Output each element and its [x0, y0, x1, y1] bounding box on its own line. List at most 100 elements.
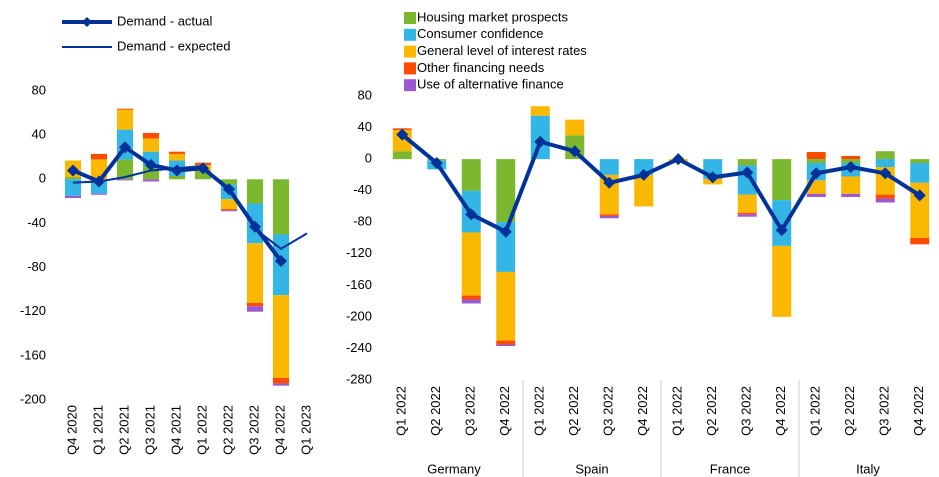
line-marker	[810, 167, 823, 180]
line-marker	[499, 225, 512, 238]
line-marker	[913, 189, 926, 202]
legend-label: Housing market prospects	[417, 9, 569, 24]
bar-segment	[142, 179, 160, 182]
bar-segment	[90, 193, 108, 195]
bar-segment	[634, 174, 654, 207]
bar-segment	[461, 295, 481, 300]
bar-segment	[168, 153, 186, 161]
y-tick-label: -80	[353, 214, 372, 229]
bar-segment	[220, 199, 238, 210]
bar-segment	[772, 159, 792, 201]
x-tick-label: Q3 2021	[142, 405, 157, 455]
legend-label: Use of alternative finance	[417, 77, 564, 92]
x-tick-label: Q1 2021	[90, 405, 105, 455]
x-tick-label: Q3 2022	[877, 386, 892, 436]
y-tick-label: -160	[20, 347, 46, 362]
line-marker	[465, 208, 478, 221]
bar-segment	[599, 214, 619, 216]
bar-segment	[246, 306, 264, 312]
y-tick-label: -160	[346, 277, 372, 292]
x-tick-label: Q3 2022	[601, 386, 616, 436]
bar-segment	[599, 215, 619, 219]
y-tick-label: 40	[32, 127, 46, 142]
bar-segment	[496, 344, 516, 347]
bar-segment	[246, 179, 264, 204]
group-label: Spain	[575, 461, 608, 476]
bar-segment	[142, 138, 160, 152]
x-tick-label: Q4 2022	[773, 386, 788, 436]
bar-segment	[461, 299, 481, 304]
bar-segment	[875, 159, 895, 167]
x-tick-label: Q2 2022	[566, 386, 581, 436]
line-marker	[534, 135, 547, 148]
bar-segment	[737, 212, 757, 215]
x-tick-label: Q1 2023	[298, 405, 313, 455]
x-tick-label: Q2 2022	[842, 386, 857, 436]
x-tick-label: Q1 2022	[670, 386, 685, 436]
line-marker	[775, 224, 788, 237]
y-tick-label: 80	[32, 82, 46, 97]
bar-segment	[116, 179, 134, 181]
bar-segment	[737, 214, 757, 217]
y-tick-label: -280	[346, 371, 372, 386]
bar-segment	[496, 159, 516, 223]
bar-segment	[737, 194, 757, 213]
x-tick-label: Q4 2022	[272, 405, 287, 455]
bar-segment	[806, 159, 826, 164]
line-marker	[275, 254, 287, 267]
bar-segment	[875, 198, 895, 203]
line-marker	[844, 161, 857, 173]
legend-swatch	[404, 79, 416, 92]
bar-segment	[392, 151, 412, 160]
bar-segment	[168, 151, 186, 154]
line-marker	[706, 171, 719, 184]
bar-segment	[246, 302, 264, 307]
bar-segment	[272, 179, 290, 235]
x-tick-label: Q4 2022	[497, 386, 512, 436]
y-tick-label: -80	[27, 259, 46, 274]
x-tick-label: Q1 2022	[532, 386, 547, 436]
legend-swatch	[404, 45, 416, 58]
bar-segment	[737, 159, 757, 166]
y-tick-label: -240	[346, 340, 372, 355]
bar-segment	[64, 177, 82, 180]
line-marker	[145, 158, 157, 171]
bar-segment	[64, 195, 82, 199]
bar-segment	[910, 238, 930, 245]
bar-segment	[599, 159, 619, 175]
line-marker	[568, 145, 581, 158]
bar-segment	[806, 193, 826, 197]
bar-segment	[841, 155, 861, 160]
bar-segment	[910, 159, 930, 164]
bar-segment	[841, 176, 861, 194]
x-tick-label: Q4 2021	[168, 405, 183, 455]
line-marker	[672, 153, 685, 166]
legend-label: General level of interest rates	[417, 43, 587, 58]
bar-segment	[90, 153, 108, 160]
bar-segment	[461, 232, 481, 296]
x-tick-label: Q2 2022	[220, 405, 235, 455]
line-marker	[637, 168, 650, 181]
group-label: France	[710, 461, 750, 476]
x-tick-label: Q2 2021	[116, 405, 131, 455]
bar-segment	[220, 210, 238, 212]
y-tick-label: -120	[20, 303, 46, 318]
x-tick-label: Q4 2022	[635, 386, 650, 436]
group-label: Germany	[427, 461, 481, 476]
bar-segment	[875, 151, 895, 160]
legend-label: Demand - expected	[117, 38, 230, 53]
y-tick-label: 0	[39, 171, 46, 186]
bar-segment	[220, 209, 238, 211]
bar-segment	[220, 179, 238, 185]
line-marker	[879, 167, 892, 180]
legend-label: Consumer confidence	[417, 26, 543, 41]
line-marker	[603, 176, 616, 189]
line	[72, 165, 308, 250]
x-tick-label: Q4 2022	[911, 386, 926, 436]
bar-segment	[910, 163, 930, 183]
bar-segment	[772, 245, 792, 317]
bar-segment	[565, 119, 585, 136]
bar-segment	[194, 170, 212, 180]
bar-segment	[116, 159, 134, 180]
